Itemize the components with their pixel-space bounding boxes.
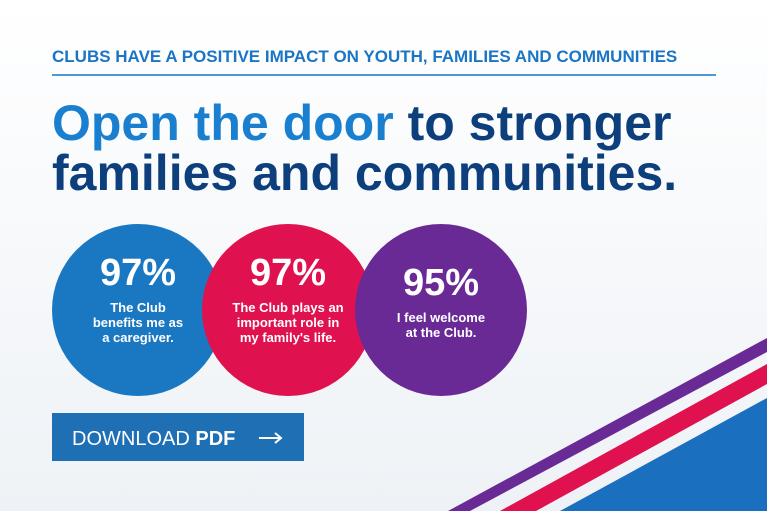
stat-circle [355,224,527,396]
kicker: CLUBS HAVE A POSITIVE IMPACT ON YOUTH, F… [52,47,677,66]
stat-caption: at the Club. [406,325,477,340]
stat-value: 95% [403,262,479,304]
headline-line1: Open the door to stronger [52,95,671,151]
stat-caption: The Club plays an [232,300,343,315]
stripe-purple [448,338,767,511]
button-label[interactable]: DOWNLOAD [72,428,190,450]
button-emphasis[interactable]: PDF [195,428,235,450]
stat-caption: The Club [110,300,166,315]
stat-value: 97% [250,252,326,294]
stat-caption: a caregiver. [102,330,174,345]
headline-rest: to stronger [408,95,672,151]
stat-caption: benefits me as [93,315,183,330]
stat-circle [52,224,224,396]
headline-highlight: Open the door [52,95,394,151]
stat-caption: I feel welcome [397,310,485,325]
stripe-red [500,364,767,511]
stat-caption: important role in [237,315,340,330]
download-label[interactable]: DOWNLOAD PDF [72,428,235,450]
stat-value: 97% [100,252,176,294]
arrow-icon [259,432,283,444]
stat-circle [202,224,374,396]
stripe-blue [560,398,767,511]
stat-caption: my family's life. [240,330,336,345]
headline-line2: families and communities. [52,145,677,201]
